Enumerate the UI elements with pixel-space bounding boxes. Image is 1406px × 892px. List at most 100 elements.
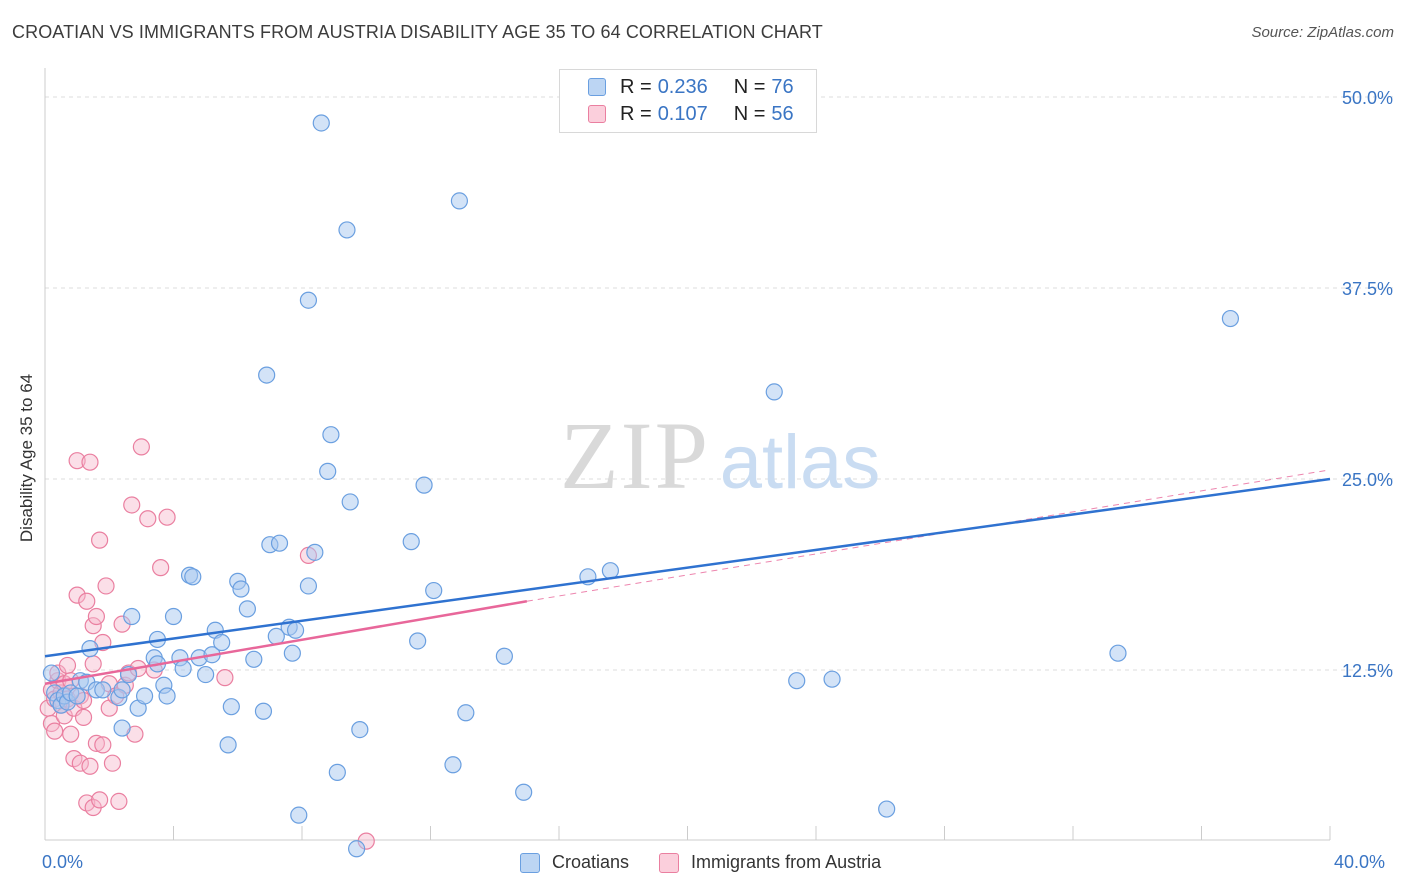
immigrants-from-austria-point: [216, 669, 234, 687]
croatians-point: [515, 783, 533, 801]
croatians-point: [184, 568, 202, 586]
croatians-trend-line: [44, 477, 1331, 658]
immigrants-from-austria-point: [139, 510, 157, 528]
croatians-point: [351, 720, 369, 739]
immigrants-from-austria-point: [46, 722, 64, 740]
croatians-point: [283, 644, 301, 662]
x-tick-label-max: 40.0%: [1334, 852, 1386, 872]
croatians-point: [457, 704, 475, 722]
watermark-atlas: atlas: [720, 420, 881, 505]
legend-r-value: 0.107: [657, 102, 708, 125]
legend-swatch-pink: [588, 105, 606, 123]
croatians-point: [197, 665, 215, 684]
x-tick-label-min: 0.0%: [42, 852, 84, 872]
croatians-point: [286, 621, 305, 639]
croatians-point: [254, 702, 273, 720]
croatians-point: [113, 719, 131, 737]
croatians-point: [788, 672, 806, 690]
legend-n-label: N =: [733, 102, 766, 125]
croatians-point: [495, 647, 513, 665]
croatians-point: [42, 664, 61, 682]
legend-r-value: 0.236: [657, 75, 708, 98]
immigrants-from-austria-point: [91, 531, 109, 549]
croatians-point: [341, 493, 359, 511]
legend-n-value: 56: [771, 102, 794, 125]
immigrants-from-austria-point: [84, 655, 102, 673]
croatians-point: [258, 366, 276, 384]
croatians-point: [68, 687, 86, 705]
croatians-point: [338, 221, 356, 239]
immigrants-from-austria-point: [94, 736, 112, 754]
watermark: ZIP atlas: [560, 402, 880, 509]
croatians-point: [94, 681, 112, 699]
series-legend-croatians: Croatians: [520, 852, 629, 873]
trend-lines: [44, 469, 1331, 685]
axes: [44, 68, 1331, 841]
croatians-point: [402, 533, 420, 551]
immigrants-from-austria-point: [110, 792, 128, 811]
y-tick-label: 50.0%: [1342, 88, 1393, 108]
croatians-point: [306, 543, 324, 561]
immigrants-from-austria-trend-extension: [526, 469, 1331, 602]
legend-row-croatians: R = 0.236 N = 76: [560, 74, 794, 100]
croatians-point: [322, 426, 340, 444]
immigrants-from-austria-point: [132, 438, 150, 456]
croatians-point: [319, 462, 337, 480]
immigrants-from-austria-point: [58, 656, 77, 675]
croatians-point: [1221, 309, 1240, 328]
croatians-point: [238, 600, 256, 618]
croatians-point: [444, 756, 462, 774]
immigrants-from-austria-point: [62, 725, 80, 743]
immigrants-from-austria-point: [81, 453, 99, 471]
series-swatch-pink: [659, 852, 680, 873]
croatians-point: [164, 607, 183, 626]
croatians-point: [222, 698, 240, 716]
croatians-point: [299, 577, 318, 595]
croatians-point: [245, 650, 263, 668]
croatians-point: [299, 291, 318, 309]
croatians-point: [290, 806, 308, 824]
immigrants-from-austria-point: [158, 508, 176, 526]
immigrants-from-austria-point: [68, 452, 86, 470]
croatians-point: [174, 659, 192, 678]
immigrants-from-austria-point: [81, 757, 99, 775]
immigrants-from-austria-trend-line: [44, 600, 528, 685]
immigrants-from-austria-point: [84, 617, 102, 635]
series-label-immigrants-from-austria: Immigrants from Austria: [691, 852, 882, 872]
immigrants-from-austria-point: [91, 791, 109, 809]
immigrants-from-austria-point: [123, 496, 141, 514]
croatians-point: [823, 670, 841, 688]
immigrants-from-austria-point: [87, 734, 106, 752]
immigrants-from-austria-points: [39, 438, 375, 850]
series-label-croatians: Croatians: [552, 852, 630, 872]
immigrants-from-austria-point: [71, 754, 89, 772]
chart-title: CROATIAN VS IMMIGRANTS FROM AUSTRIA DISA…: [12, 22, 823, 42]
croatians-point: [328, 763, 346, 781]
croatians-point: [409, 632, 427, 650]
legend-swatch-blue: [588, 78, 606, 96]
croatians-point: [232, 580, 250, 598]
immigrants-from-austria-point: [78, 592, 96, 610]
croatians-point: [135, 687, 154, 705]
immigrants-from-austria-point: [74, 708, 93, 726]
immigrants-from-austria-point: [152, 559, 170, 577]
croatians-point: [270, 534, 289, 552]
croatians-point: [123, 607, 141, 626]
croatians-point: [415, 476, 433, 494]
series-swatch-blue: [520, 852, 540, 873]
immigrants-from-austria-point: [68, 586, 86, 604]
croatians-point: [158, 687, 176, 705]
immigrants-from-austria-point: [103, 754, 122, 772]
legend-r-label: R =: [620, 75, 652, 98]
immigrants-from-austria-point: [87, 607, 106, 626]
legend-r-label: R =: [620, 102, 652, 125]
y-tick-label: 12.5%: [1342, 661, 1393, 681]
immigrants-from-austria-point: [97, 577, 115, 595]
series-legend: Croatians Immigrants from Austria: [520, 852, 911, 873]
croatians-point: [450, 192, 469, 210]
croatians-point: [765, 383, 783, 401]
croatians-point: [312, 114, 330, 132]
croatians-point: [113, 681, 131, 699]
source-label: Source: ZipAtlas.com: [1251, 24, 1394, 41]
